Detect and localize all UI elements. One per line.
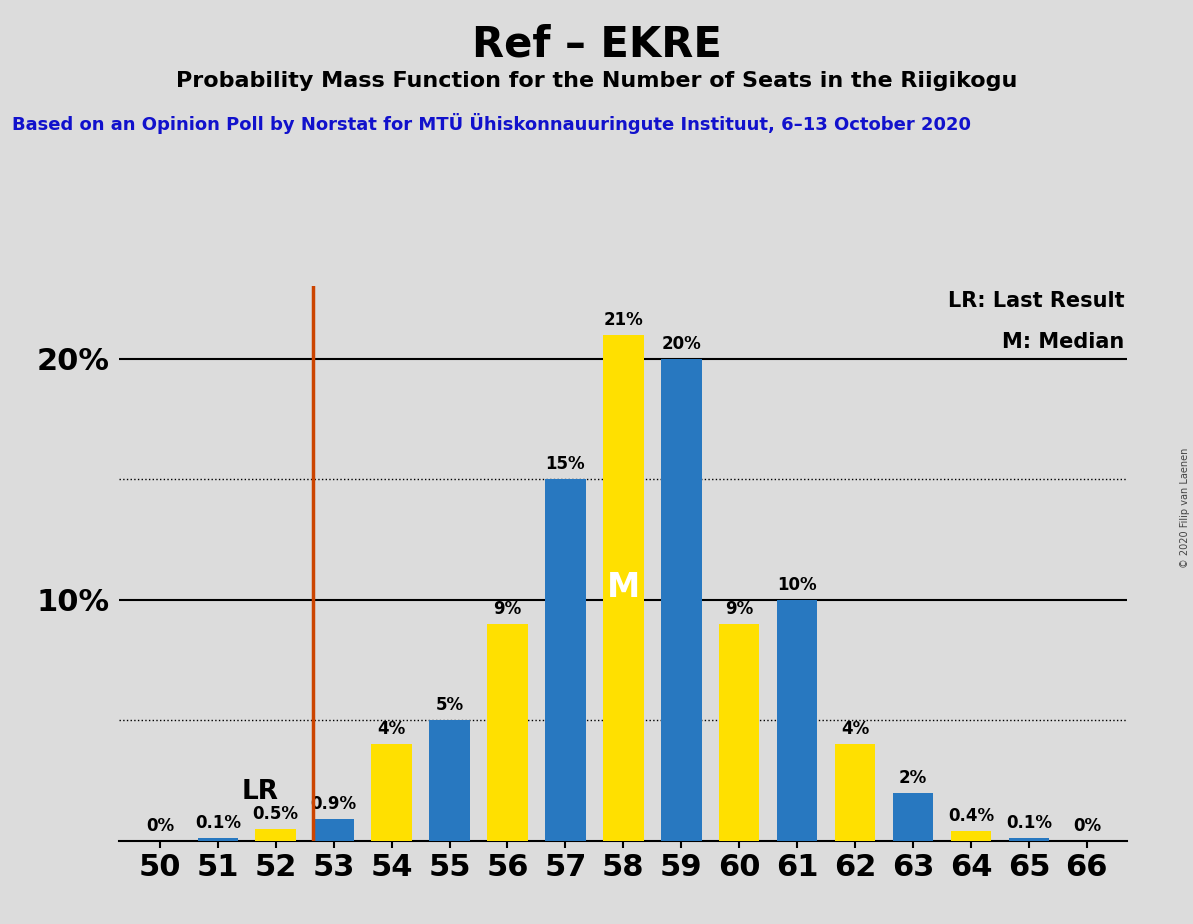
Bar	[661, 359, 701, 841]
Bar	[487, 624, 527, 841]
Bar	[371, 745, 412, 841]
Text: 0%: 0%	[1073, 817, 1101, 834]
Text: 0%: 0%	[146, 817, 174, 834]
Text: Based on an Opinion Poll by Norstat for MTÜ Ühiskonnauuringute Instituut, 6–13 O: Based on an Opinion Poll by Norstat for …	[12, 113, 971, 134]
Bar	[314, 820, 354, 841]
Text: 4%: 4%	[377, 721, 406, 738]
Text: 2%: 2%	[898, 769, 927, 786]
Text: 20%: 20%	[661, 334, 701, 353]
Text: LR: LR	[242, 779, 279, 805]
Text: M: Median: M: Median	[1002, 333, 1125, 352]
Text: 10%: 10%	[778, 576, 817, 594]
Text: 9%: 9%	[494, 600, 521, 618]
Bar	[545, 480, 586, 841]
Bar	[892, 793, 933, 841]
Bar	[835, 745, 876, 841]
Text: © 2020 Filip van Laenen: © 2020 Filip van Laenen	[1180, 448, 1189, 568]
Bar	[198, 838, 239, 841]
Text: M: M	[607, 571, 639, 604]
Text: 0.1%: 0.1%	[194, 814, 241, 833]
Bar	[255, 829, 296, 841]
Text: 15%: 15%	[545, 456, 586, 473]
Bar	[604, 334, 643, 841]
Text: 0.4%: 0.4%	[948, 808, 994, 825]
Text: 0.9%: 0.9%	[310, 796, 357, 813]
Text: 0.5%: 0.5%	[253, 805, 298, 822]
Text: 4%: 4%	[841, 721, 870, 738]
Text: Ref – EKRE: Ref – EKRE	[471, 23, 722, 65]
Text: 9%: 9%	[725, 600, 753, 618]
Text: 5%: 5%	[435, 697, 464, 714]
Bar	[1008, 838, 1049, 841]
Text: 0.1%: 0.1%	[1006, 814, 1052, 833]
Text: 21%: 21%	[604, 310, 643, 329]
Bar	[719, 624, 760, 841]
Bar	[429, 721, 470, 841]
Text: LR: Last Result: LR: Last Result	[948, 291, 1125, 311]
Bar	[777, 600, 817, 841]
Text: Probability Mass Function for the Number of Seats in the Riigikogu: Probability Mass Function for the Number…	[175, 71, 1018, 91]
Bar	[951, 832, 991, 841]
